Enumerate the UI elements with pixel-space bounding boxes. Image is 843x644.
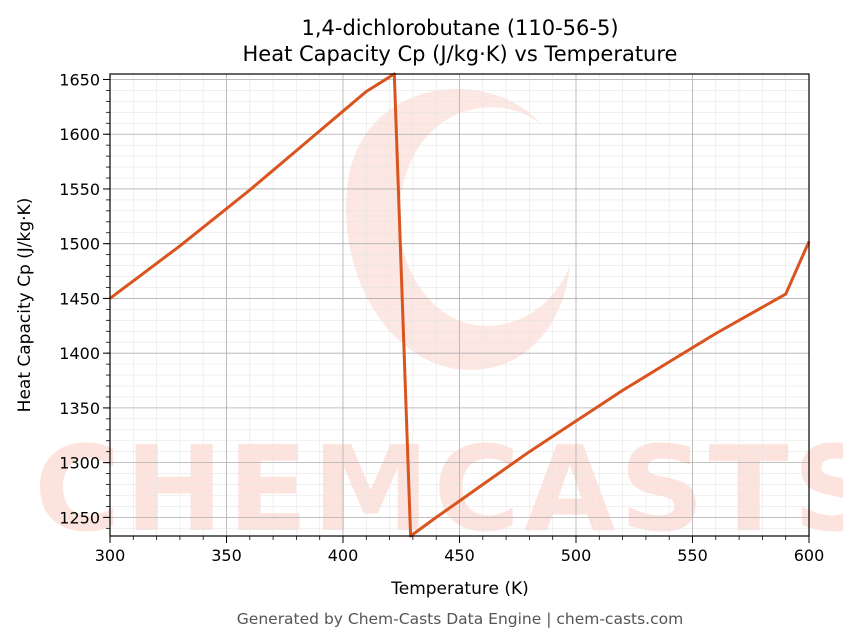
- y-tick-label: 1400: [59, 344, 100, 363]
- y-tick-label: 1650: [59, 70, 100, 89]
- x-tick-label: 600: [794, 546, 825, 565]
- y-tick-label: 1550: [59, 180, 100, 199]
- y-tick-label: 1450: [59, 289, 100, 308]
- y-tick-label: 1250: [59, 508, 100, 527]
- x-tick-label: 500: [561, 546, 592, 565]
- chart-title: 1,4-dichlorobutane (110-56-5): [301, 16, 618, 40]
- series-line-cp: [109, 72, 811, 538]
- y-tick-label: 1350: [59, 399, 100, 418]
- watermark-text: CHEMCASTS: [34, 420, 843, 558]
- y-tick-label: 1600: [59, 125, 100, 144]
- x-tick-label: 300: [95, 546, 126, 565]
- y-axis-ticks: 1250 1300 1350 1400 1450 1500 1550 1600 1650: [59, 70, 110, 529]
- x-tick-label: 400: [328, 546, 359, 565]
- chart-subtitle: Heat Capacity Cp (J/kg·K) vs Temperature: [243, 42, 678, 66]
- x-tick-label: 550: [677, 546, 708, 565]
- watermark: CHEMCASTS: [34, 89, 843, 558]
- x-tick-label: 450: [444, 546, 475, 565]
- x-tick-label: 350: [211, 546, 242, 565]
- y-tick-label: 1500: [59, 235, 100, 254]
- footer-credit: Generated by Chem-Casts Data Engine | ch…: [237, 610, 683, 628]
- y-tick-label: 1300: [59, 454, 100, 473]
- x-axis-label: Temperature (K): [390, 579, 529, 599]
- x-axis-ticks: 300 350 400 450 500 550 600: [95, 536, 825, 565]
- watermark-swirl-icon: [346, 89, 570, 371]
- y-axis-label: Heat Capacity Cp (J/kg·K): [15, 198, 35, 413]
